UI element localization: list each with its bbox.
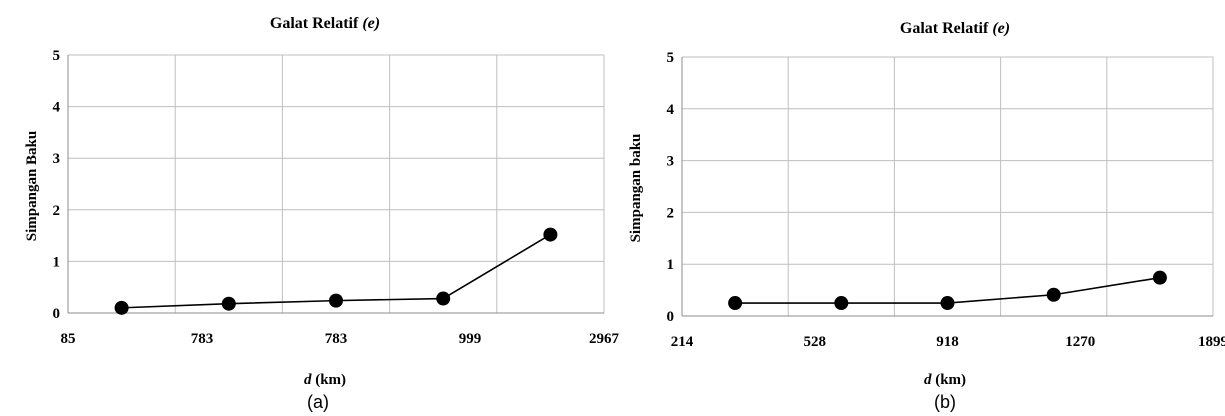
chart-b-series (728, 270, 1167, 311)
chart-a-x-tick-label: 999 (459, 331, 482, 347)
chart-b-x-tick-label: 1899 (1198, 334, 1225, 350)
chart-a-x-tick-label: 2967 (589, 331, 620, 347)
chart-a-x-ticks: 85 783 783 999 2967 (61, 331, 620, 347)
chart-panel-a: Galat Relatif (e) Simpangan Baku 012345 … (24, 15, 620, 412)
chart-panel-b: Galat Relatif (e) Simpangan baku 012345 … (628, 20, 1225, 412)
chart-b-title: Galat Relatif (e) (900, 20, 1010, 37)
chart-a-y-ticks: 0 1 2 3 4 5 (53, 48, 61, 322)
chart-b-y-tick-label: 0 (667, 309, 675, 325)
chart-a-y-axis-label: Simpangan Baku (24, 131, 40, 241)
chart-a-y-tick-label: 4 (53, 100, 61, 116)
chart-b-x-tick-label: 1270 (1065, 334, 1095, 350)
chart-b-y-tick-label: 4 (667, 102, 675, 118)
chart-b-panel-label: (b) (934, 392, 956, 412)
chart-b-x-tick-label: 528 (804, 334, 827, 350)
chart-a-x-axis-label: d (km) (304, 372, 346, 388)
chart-b-x-tick-label: 214 (671, 334, 694, 350)
chart-b-y-tick-label: 3 (667, 154, 675, 170)
chart-b-y-tick-label: 2 (667, 205, 675, 221)
chart-a-y-tick-label: 1 (53, 254, 61, 270)
chart-a-series (114, 227, 558, 315)
chart-a-y-tick-label: 3 (53, 151, 61, 167)
chart-b-data-point (940, 296, 955, 311)
chart-a-x-tick-label: 783 (325, 331, 348, 347)
chart-a-title: Galat Relatif (e) (270, 15, 380, 32)
chart-a-x-tick-label: 783 (191, 331, 214, 347)
chart-b-x-ticks: 214 528 918 1270 1899 (671, 334, 1225, 350)
chart-a-y-tick-label: 0 (53, 306, 61, 322)
chart-a-data-point (114, 300, 129, 315)
chart-b-y-ticks: 0 1 2 3 4 5 (667, 50, 675, 325)
chart-a-y-tick-label: 2 (53, 203, 61, 219)
chart-b-gridlines (681, 56, 1214, 317)
chart-b-x-axis-label: d (km) (924, 372, 966, 388)
chart-a-y-tick-label: 5 (53, 48, 61, 64)
chart-a-data-point (543, 227, 558, 242)
chart-a-data-point (329, 293, 343, 308)
chart-b-data-point (728, 296, 743, 311)
chart-a-gridlines (67, 54, 605, 314)
chart-b-y-tick-label: 5 (667, 50, 675, 66)
chart-b-data-point (834, 296, 849, 311)
chart-b-data-point (1152, 270, 1167, 285)
chart-b-y-tick-label: 1 (667, 257, 675, 273)
chart-a-panel-label: (a) (307, 392, 329, 412)
chart-b-data-point (1046, 287, 1061, 302)
chart-b-y-axis-label: Simpangan baku (628, 134, 644, 243)
chart-b-x-tick-label: 918 (936, 334, 959, 350)
chart-a-data-point (221, 296, 236, 311)
chart-a-x-tick-label: 85 (61, 331, 76, 347)
chart-a-data-point (436, 291, 451, 306)
